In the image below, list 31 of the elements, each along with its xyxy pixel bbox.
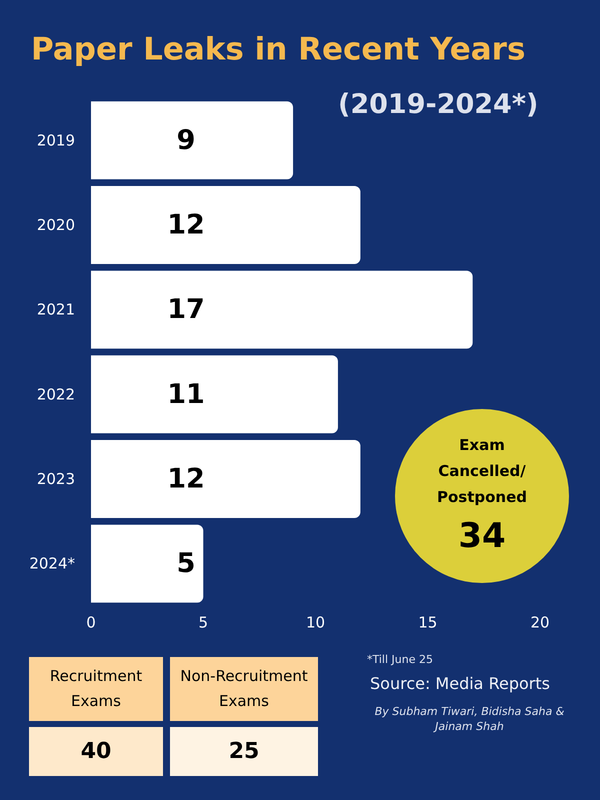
data-label: 11	[167, 378, 205, 410]
bar	[91, 440, 360, 518]
y-tick-label: 2021	[36, 300, 75, 319]
x-tick-label: 0	[86, 614, 96, 632]
annotation: 34	[458, 516, 506, 556]
bar	[91, 101, 294, 180]
chart-subtitle: (2019-2024*)	[338, 89, 538, 120]
chart-title: Paper Leaks in Recent Years	[31, 32, 526, 68]
data-label: 12	[167, 210, 205, 240]
summary-table: Recruitment Exams 40 Non-Recruitment Exams 25	[29, 657, 318, 776]
annotation: Exam Cancelled/ Postponed	[436, 435, 528, 508]
x-tick-label: 20	[530, 614, 550, 632]
text: *Till June 25	[367, 653, 433, 666]
y-tick-label: 2023	[36, 470, 75, 488]
x-tick-label: 5	[198, 614, 208, 632]
y-tick-label: 2024*	[29, 554, 76, 573]
bar	[91, 186, 360, 264]
y-tick-label: 2019	[36, 131, 75, 150]
x-tick-label: 15	[418, 614, 438, 632]
x-tick-label: 10	[306, 614, 326, 632]
data-label: 17	[167, 294, 205, 326]
bar	[91, 524, 204, 603]
data-label: 12	[167, 464, 205, 494]
source-note: Source: Media Reports	[370, 674, 550, 693]
bar	[91, 355, 338, 434]
y-tick-label: 2020	[36, 216, 75, 234]
data-label: 9	[176, 124, 196, 156]
data-label: 5	[176, 548, 196, 580]
y-tick-label: 2022	[36, 385, 75, 404]
bar	[91, 270, 473, 349]
text: By Subham Tiwari, Bidisha Saha & Jainam Shah	[374, 704, 566, 734]
